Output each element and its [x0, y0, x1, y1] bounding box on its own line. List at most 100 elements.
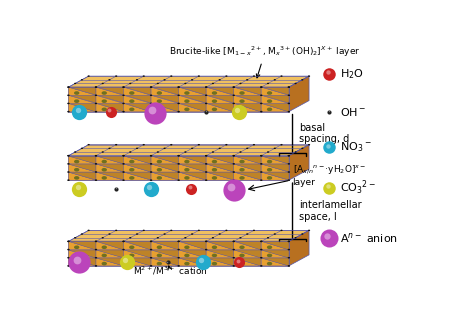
Circle shape [150, 86, 152, 88]
Polygon shape [234, 87, 261, 95]
Circle shape [233, 155, 235, 156]
Circle shape [129, 237, 131, 238]
Polygon shape [68, 156, 96, 164]
Circle shape [260, 179, 263, 181]
Polygon shape [68, 87, 96, 95]
Polygon shape [206, 241, 234, 250]
Polygon shape [206, 156, 234, 164]
Point [228, 185, 235, 190]
Polygon shape [179, 172, 206, 180]
Circle shape [122, 163, 125, 165]
Point [147, 186, 155, 191]
Polygon shape [124, 156, 151, 164]
Circle shape [260, 103, 263, 104]
Polygon shape [124, 241, 151, 250]
Point [202, 108, 210, 114]
Polygon shape [68, 76, 309, 87]
Circle shape [67, 86, 70, 88]
Polygon shape [206, 87, 234, 95]
Circle shape [101, 99, 107, 103]
Polygon shape [206, 258, 234, 266]
Circle shape [239, 107, 245, 111]
Polygon shape [96, 95, 124, 103]
Point [123, 260, 131, 265]
Circle shape [122, 86, 125, 88]
Polygon shape [96, 87, 124, 95]
Circle shape [260, 265, 263, 267]
Circle shape [260, 111, 263, 113]
Circle shape [150, 257, 152, 259]
Circle shape [239, 83, 242, 84]
Circle shape [150, 155, 152, 156]
Polygon shape [261, 156, 289, 164]
Point [76, 109, 83, 114]
Circle shape [288, 171, 290, 173]
Point [112, 186, 120, 191]
Circle shape [150, 179, 152, 181]
Circle shape [101, 160, 107, 163]
Circle shape [219, 233, 221, 235]
Circle shape [129, 262, 135, 266]
Circle shape [308, 230, 310, 231]
Polygon shape [151, 172, 179, 180]
Polygon shape [68, 164, 96, 172]
Circle shape [178, 241, 180, 242]
Polygon shape [261, 258, 289, 266]
Polygon shape [179, 87, 206, 95]
Circle shape [109, 79, 110, 80]
Circle shape [184, 83, 186, 84]
Point [324, 70, 332, 75]
Circle shape [233, 179, 235, 181]
Circle shape [157, 151, 159, 153]
Circle shape [67, 265, 70, 267]
Polygon shape [234, 241, 261, 250]
Polygon shape [179, 164, 206, 172]
Circle shape [101, 168, 107, 171]
Circle shape [267, 245, 272, 249]
Polygon shape [68, 241, 289, 266]
Circle shape [101, 176, 107, 180]
Circle shape [205, 241, 207, 242]
Circle shape [212, 262, 217, 266]
Circle shape [177, 163, 180, 165]
Polygon shape [206, 250, 234, 258]
Point [188, 186, 195, 191]
Circle shape [101, 245, 107, 249]
Circle shape [205, 103, 208, 104]
Point [326, 145, 333, 150]
Circle shape [136, 233, 138, 235]
Circle shape [67, 171, 70, 173]
Circle shape [67, 155, 70, 156]
Point [73, 257, 81, 262]
Circle shape [129, 91, 135, 95]
Circle shape [157, 237, 159, 238]
Point [202, 109, 210, 114]
Circle shape [74, 99, 79, 103]
Circle shape [260, 155, 263, 156]
Circle shape [122, 241, 125, 242]
Circle shape [81, 148, 83, 149]
Polygon shape [68, 172, 96, 180]
Circle shape [67, 94, 70, 96]
Circle shape [225, 75, 228, 77]
Circle shape [177, 103, 180, 104]
Polygon shape [151, 95, 179, 103]
Point [323, 233, 331, 238]
Polygon shape [124, 164, 151, 172]
Circle shape [67, 241, 70, 242]
Circle shape [267, 176, 272, 180]
Circle shape [233, 257, 235, 259]
Point [107, 109, 115, 114]
Circle shape [301, 233, 303, 235]
Polygon shape [96, 172, 124, 180]
Circle shape [267, 99, 272, 103]
Polygon shape [179, 156, 206, 164]
Point [112, 186, 119, 191]
Circle shape [164, 79, 165, 80]
Text: [A$_{x/n}$$^{n-}$·yH$_2$O]$^{x-}$
layer: [A$_{x/n}$$^{n-}$·yH$_2$O]$^{x-}$ layer [292, 164, 366, 187]
Polygon shape [261, 164, 289, 172]
Point [197, 258, 205, 263]
Circle shape [88, 230, 90, 231]
Circle shape [122, 171, 125, 173]
Circle shape [95, 111, 97, 113]
